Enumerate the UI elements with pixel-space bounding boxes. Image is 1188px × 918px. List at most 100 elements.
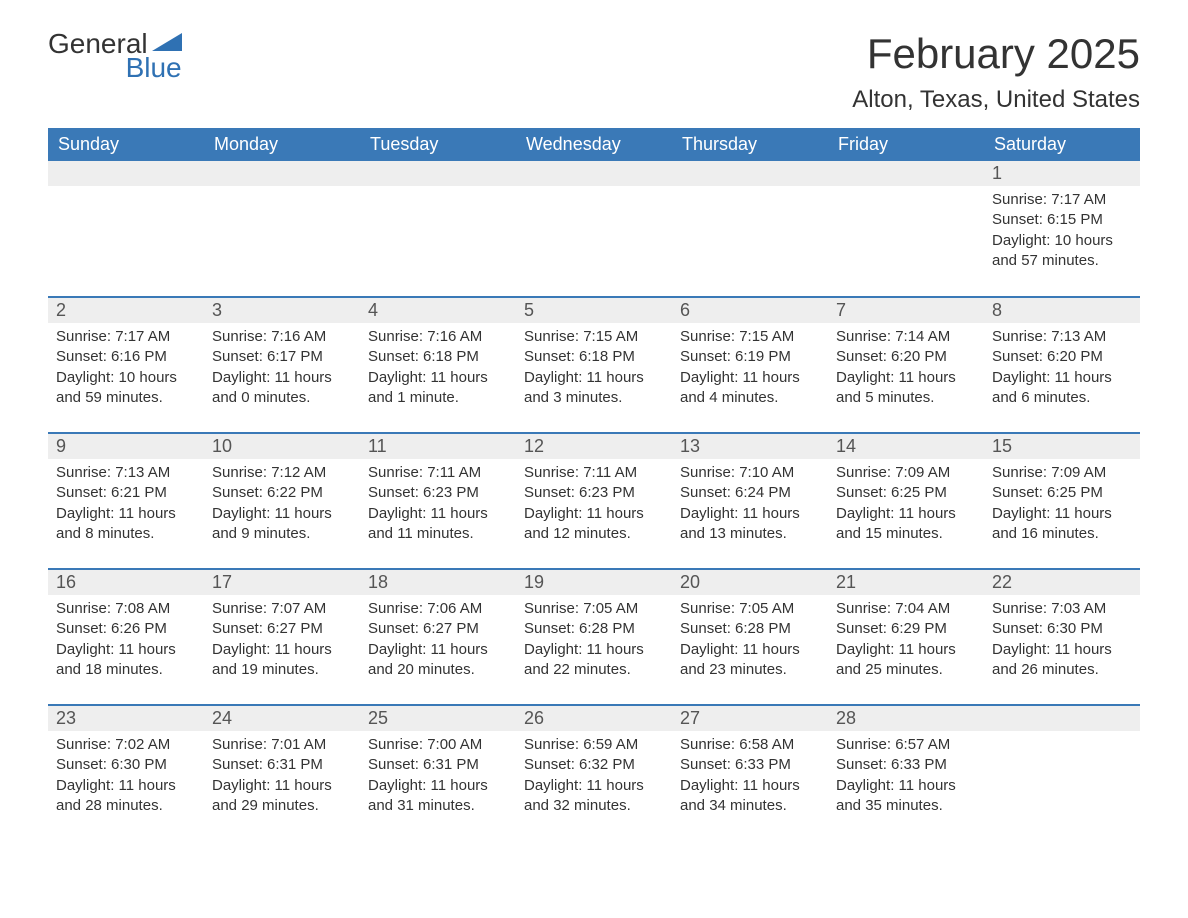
day-body: Sunrise: 7:05 AMSunset: 6:28 PMDaylight:… <box>516 595 672 690</box>
title-block: February 2025 Alton, Texas, United State… <box>852 30 1140 114</box>
day-number: 19 <box>516 570 672 595</box>
daylight-text: Daylight: 11 hours and 0 minutes. <box>212 368 352 409</box>
day-cell: 19Sunrise: 7:05 AMSunset: 6:28 PMDayligh… <box>516 569 672 705</box>
sunset-text: Sunset: 6:31 PM <box>368 755 508 775</box>
sunrise-text: Sunrise: 6:59 AM <box>524 735 664 755</box>
day-number: 24 <box>204 706 360 731</box>
day-cell: 18Sunrise: 7:06 AMSunset: 6:27 PMDayligh… <box>360 569 516 705</box>
weekday-header: Tuesday <box>360 128 516 161</box>
sunrise-text: Sunrise: 7:08 AM <box>56 599 196 619</box>
day-cell: 6Sunrise: 7:15 AMSunset: 6:19 PMDaylight… <box>672 297 828 433</box>
logo: General Blue <box>48 30 182 82</box>
sunset-text: Sunset: 6:18 PM <box>368 347 508 367</box>
day-body: Sunrise: 7:11 AMSunset: 6:23 PMDaylight:… <box>360 459 516 554</box>
location: Alton, Texas, United States <box>852 86 1140 114</box>
sunrise-text: Sunrise: 7:04 AM <box>836 599 976 619</box>
day-body <box>984 731 1140 745</box>
daylight-text: Daylight: 11 hours and 6 minutes. <box>992 368 1132 409</box>
day-cell <box>48 161 204 297</box>
sunset-text: Sunset: 6:28 PM <box>680 619 820 639</box>
day-number: 21 <box>828 570 984 595</box>
day-cell: 8Sunrise: 7:13 AMSunset: 6:20 PMDaylight… <box>984 297 1140 433</box>
daylight-text: Daylight: 11 hours and 11 minutes. <box>368 504 508 545</box>
day-body: Sunrise: 7:04 AMSunset: 6:29 PMDaylight:… <box>828 595 984 690</box>
daylight-text: Daylight: 11 hours and 22 minutes. <box>524 640 664 681</box>
day-number: 4 <box>360 298 516 323</box>
sunset-text: Sunset: 6:29 PM <box>836 619 976 639</box>
day-body <box>204 186 360 200</box>
logo-word2: Blue <box>58 54 182 82</box>
daylight-text: Daylight: 11 hours and 28 minutes. <box>56 776 196 817</box>
day-body: Sunrise: 6:58 AMSunset: 6:33 PMDaylight:… <box>672 731 828 826</box>
sunrise-text: Sunrise: 7:09 AM <box>992 463 1132 483</box>
daylight-text: Daylight: 11 hours and 23 minutes. <box>680 640 820 681</box>
day-cell: 24Sunrise: 7:01 AMSunset: 6:31 PMDayligh… <box>204 705 360 841</box>
sunrise-text: Sunrise: 7:03 AM <box>992 599 1132 619</box>
sunrise-text: Sunrise: 6:58 AM <box>680 735 820 755</box>
sunset-text: Sunset: 6:27 PM <box>368 619 508 639</box>
day-body: Sunrise: 7:05 AMSunset: 6:28 PMDaylight:… <box>672 595 828 690</box>
sunset-text: Sunset: 6:27 PM <box>212 619 352 639</box>
day-body: Sunrise: 7:08 AMSunset: 6:26 PMDaylight:… <box>48 595 204 690</box>
day-body: Sunrise: 7:13 AMSunset: 6:20 PMDaylight:… <box>984 323 1140 418</box>
day-body: Sunrise: 7:17 AMSunset: 6:15 PMDaylight:… <box>984 186 1140 281</box>
day-number <box>516 161 672 186</box>
day-number: 18 <box>360 570 516 595</box>
sunrise-text: Sunrise: 7:11 AM <box>368 463 508 483</box>
day-number: 5 <box>516 298 672 323</box>
day-number: 15 <box>984 434 1140 459</box>
day-body: Sunrise: 7:09 AMSunset: 6:25 PMDaylight:… <box>828 459 984 554</box>
daylight-text: Daylight: 10 hours and 57 minutes. <box>992 231 1132 272</box>
sunrise-text: Sunrise: 7:17 AM <box>56 327 196 347</box>
day-body: Sunrise: 7:01 AMSunset: 6:31 PMDaylight:… <box>204 731 360 826</box>
day-cell <box>672 161 828 297</box>
day-cell: 5Sunrise: 7:15 AMSunset: 6:18 PMDaylight… <box>516 297 672 433</box>
sunset-text: Sunset: 6:30 PM <box>992 619 1132 639</box>
sunset-text: Sunset: 6:20 PM <box>992 347 1132 367</box>
daylight-text: Daylight: 11 hours and 4 minutes. <box>680 368 820 409</box>
day-body <box>360 186 516 200</box>
sunset-text: Sunset: 6:33 PM <box>680 755 820 775</box>
day-body: Sunrise: 7:16 AMSunset: 6:17 PMDaylight:… <box>204 323 360 418</box>
day-cell: 11Sunrise: 7:11 AMSunset: 6:23 PMDayligh… <box>360 433 516 569</box>
day-number: 6 <box>672 298 828 323</box>
week-row: 9Sunrise: 7:13 AMSunset: 6:21 PMDaylight… <box>48 433 1140 569</box>
sunrise-text: Sunrise: 7:10 AM <box>680 463 820 483</box>
day-body: Sunrise: 7:15 AMSunset: 6:18 PMDaylight:… <box>516 323 672 418</box>
daylight-text: Daylight: 11 hours and 32 minutes. <box>524 776 664 817</box>
sunset-text: Sunset: 6:22 PM <box>212 483 352 503</box>
day-number <box>204 161 360 186</box>
sunset-text: Sunset: 6:26 PM <box>56 619 196 639</box>
sunrise-text: Sunrise: 7:16 AM <box>212 327 352 347</box>
day-cell: 15Sunrise: 7:09 AMSunset: 6:25 PMDayligh… <box>984 433 1140 569</box>
day-number: 16 <box>48 570 204 595</box>
day-body: Sunrise: 7:11 AMSunset: 6:23 PMDaylight:… <box>516 459 672 554</box>
day-cell: 26Sunrise: 6:59 AMSunset: 6:32 PMDayligh… <box>516 705 672 841</box>
day-body: Sunrise: 7:09 AMSunset: 6:25 PMDaylight:… <box>984 459 1140 554</box>
week-row: 16Sunrise: 7:08 AMSunset: 6:26 PMDayligh… <box>48 569 1140 705</box>
sunrise-text: Sunrise: 6:57 AM <box>836 735 976 755</box>
day-body <box>672 186 828 200</box>
weekday-header: Thursday <box>672 128 828 161</box>
day-number: 12 <box>516 434 672 459</box>
day-body: Sunrise: 7:07 AMSunset: 6:27 PMDaylight:… <box>204 595 360 690</box>
day-cell: 3Sunrise: 7:16 AMSunset: 6:17 PMDaylight… <box>204 297 360 433</box>
sunset-text: Sunset: 6:28 PM <box>524 619 664 639</box>
sunrise-text: Sunrise: 7:05 AM <box>524 599 664 619</box>
day-number: 7 <box>828 298 984 323</box>
sunset-text: Sunset: 6:17 PM <box>212 347 352 367</box>
day-cell <box>360 161 516 297</box>
day-body <box>516 186 672 200</box>
sunset-text: Sunset: 6:32 PM <box>524 755 664 775</box>
day-number: 1 <box>984 161 1140 186</box>
day-cell: 22Sunrise: 7:03 AMSunset: 6:30 PMDayligh… <box>984 569 1140 705</box>
day-body <box>828 186 984 200</box>
sunset-text: Sunset: 6:16 PM <box>56 347 196 367</box>
day-cell: 2Sunrise: 7:17 AMSunset: 6:16 PMDaylight… <box>48 297 204 433</box>
day-body: Sunrise: 6:59 AMSunset: 6:32 PMDaylight:… <box>516 731 672 826</box>
day-number: 11 <box>360 434 516 459</box>
weekday-header: Wednesday <box>516 128 672 161</box>
daylight-text: Daylight: 11 hours and 5 minutes. <box>836 368 976 409</box>
day-body: Sunrise: 7:10 AMSunset: 6:24 PMDaylight:… <box>672 459 828 554</box>
daylight-text: Daylight: 11 hours and 34 minutes. <box>680 776 820 817</box>
